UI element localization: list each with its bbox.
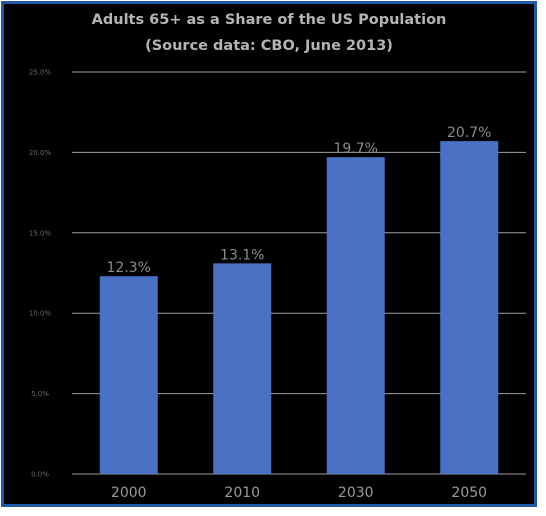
bar-2050 bbox=[440, 141, 499, 475]
x-tick-label-2000: 2000 bbox=[111, 485, 147, 501]
y-tick-label: 20.0% bbox=[29, 149, 52, 157]
y-tick-label: 15.0% bbox=[29, 229, 52, 237]
y-tick-label: 5.0% bbox=[31, 390, 49, 398]
chart-frame: Adults 65+ as a Share of the US Populati… bbox=[1, 1, 537, 507]
chart-title: Adults 65+ as a Share of the US Populati… bbox=[92, 12, 447, 28]
bar-2000 bbox=[99, 276, 158, 474]
data-labels: 12.3% 13.1% 19.7% 20.7% bbox=[107, 125, 492, 276]
bars bbox=[99, 141, 499, 475]
chart: Adults 65+ as a Share of the US Populati… bbox=[29, 12, 526, 501]
y-axis-tick-labels: 0.0% 5.0% 10.0% 15.0% 20.0% 25.0% bbox=[29, 69, 52, 479]
data-label-2000: 12.3% bbox=[107, 260, 151, 276]
y-tick-label: 10.0% bbox=[29, 310, 52, 318]
y-tick-label: 25.0% bbox=[29, 69, 52, 77]
chart-subtitle: (Source data: CBO, June 2013) bbox=[145, 38, 393, 54]
y-tick-label: 0.0% bbox=[31, 471, 49, 479]
x-tick-label-2050: 2050 bbox=[451, 485, 487, 501]
bar-2030 bbox=[326, 157, 385, 474]
data-label-2010: 13.1% bbox=[220, 247, 264, 263]
x-tick-label-2030: 2030 bbox=[338, 485, 374, 501]
x-axis-category-labels: 2000 2010 2030 2050 bbox=[111, 485, 487, 501]
data-label-2050: 20.7% bbox=[447, 125, 491, 141]
x-tick-label-2010: 2010 bbox=[224, 485, 260, 501]
data-label-2030: 19.7% bbox=[334, 141, 378, 157]
bar-2010 bbox=[213, 263, 272, 474]
